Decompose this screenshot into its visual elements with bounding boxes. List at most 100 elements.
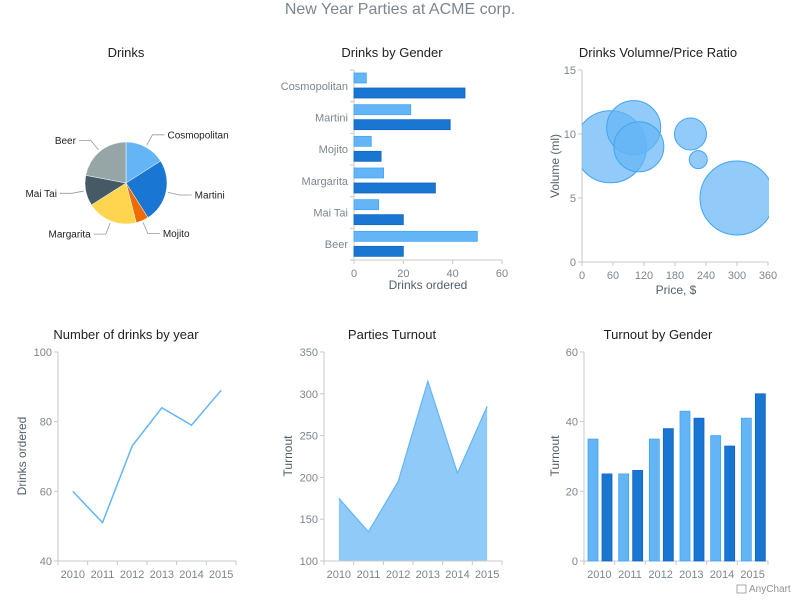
x-category-label: 2015 bbox=[475, 569, 499, 581]
column-bar bbox=[618, 473, 630, 562]
turnout-by-gender-y-axis-title: Turnout bbox=[548, 435, 562, 477]
pie-label-connector bbox=[142, 222, 160, 234]
column-bar bbox=[601, 473, 613, 562]
x-category-label: 2015 bbox=[740, 569, 764, 581]
turnout-by-gender-column-chart: 0 20 40 60 2010 2011 2012 2013 2014 2015 bbox=[566, 347, 769, 581]
pie-slice bbox=[91, 182, 137, 225]
x-category-label: 2011 bbox=[357, 569, 381, 581]
y-tick-label: 250 bbox=[300, 431, 318, 443]
y-tick-label: 100 bbox=[300, 556, 318, 568]
y-category-label: Cosmopolitan bbox=[281, 81, 348, 93]
x-tick-label: 360 bbox=[759, 270, 777, 282]
page-title: New Year Parties at ACME corp. bbox=[285, 1, 515, 18]
parties-turnout-y-axis-title: Turnout bbox=[281, 435, 295, 477]
y-tick-label: 100 bbox=[34, 347, 52, 359]
drinks-by-gender-x-axis-title: Drinks ordered bbox=[389, 278, 468, 292]
y-category-label: Martini bbox=[315, 113, 348, 125]
column-bar bbox=[754, 393, 766, 562]
column-bar bbox=[740, 417, 752, 562]
x-category-label: 2014 bbox=[179, 569, 203, 581]
y-tick-label: 0 bbox=[570, 257, 576, 269]
parties-turnout-area-chart: 100 150 200 250 300 350 2010 2011 2012 2013 2014 20… bbox=[300, 347, 503, 581]
x-tick-label: 300 bbox=[728, 270, 746, 282]
pie-label-connector bbox=[167, 191, 192, 196]
y-tick-label: 40 bbox=[40, 556, 52, 568]
x-category-label: 2014 bbox=[445, 569, 469, 581]
credits-label: AnyChart bbox=[749, 584, 791, 595]
column-bar bbox=[662, 428, 674, 562]
y-tick-label: 0 bbox=[572, 556, 578, 568]
series-area bbox=[338, 381, 488, 561]
column-bar bbox=[710, 435, 722, 562]
bar bbox=[353, 230, 478, 242]
y-tick-label: 350 bbox=[300, 347, 318, 359]
x-tick-label: 0 bbox=[579, 270, 585, 282]
credits[interactable]: AnyChart bbox=[736, 584, 791, 595]
volume-price-chart-title: Drinks Volumne/Price Ratio bbox=[579, 45, 737, 60]
x-category-label: 2013 bbox=[416, 569, 440, 581]
bar bbox=[353, 135, 372, 147]
bubble bbox=[674, 117, 707, 151]
y-tick-label: 60 bbox=[40, 486, 52, 498]
column-bar bbox=[632, 470, 644, 562]
x-tick-label: 240 bbox=[697, 270, 715, 282]
pie-label-connector bbox=[59, 190, 84, 194]
y-category-label: Margarita bbox=[302, 176, 349, 188]
y-tick-label: 40 bbox=[566, 417, 578, 429]
x-category-label: 2010 bbox=[61, 569, 85, 581]
y-category-label: Beer bbox=[325, 239, 349, 251]
x-tick-label: 20 bbox=[397, 268, 409, 280]
pie-slice-label: Cosmopolitan bbox=[167, 130, 228, 141]
bar bbox=[353, 167, 385, 179]
pie-slice-label: Mojito bbox=[163, 229, 190, 240]
x-tick-label: 60 bbox=[607, 270, 619, 282]
x-tick-label: 120 bbox=[635, 270, 653, 282]
bar bbox=[353, 119, 451, 131]
x-category-label: 2010 bbox=[587, 569, 611, 581]
pie-label-connector bbox=[78, 140, 99, 151]
pie-label-connector bbox=[146, 134, 165, 146]
y-tick-label: 60 bbox=[566, 347, 578, 359]
bar bbox=[353, 182, 436, 194]
y-tick-label: 5 bbox=[570, 193, 576, 205]
x-category-label: 2014 bbox=[710, 569, 734, 581]
volume-price-bubble-chart: 0 60 120 180 240 300 360 0 5 10 15 bbox=[564, 65, 777, 282]
drinks-by-year-y-axis-title: Drinks ordered bbox=[15, 417, 29, 496]
series-area-outline bbox=[338, 379, 488, 533]
pie-slice bbox=[85, 141, 127, 184]
y-tick-label: 300 bbox=[300, 389, 318, 401]
volume-price-x-axis-title: Price, $ bbox=[656, 283, 697, 297]
chart-logo-icon bbox=[736, 584, 747, 594]
pie-slice-label: Martini bbox=[195, 190, 225, 201]
y-tick-label: 15 bbox=[564, 65, 576, 77]
y-tick-label: 80 bbox=[40, 417, 52, 429]
x-category-label: 2015 bbox=[209, 569, 233, 581]
bubble bbox=[688, 150, 708, 170]
drinks-by-gender-bar-chart: 0 20 40 60 Cosmopolitan Martini Mojito Margarit… bbox=[281, 69, 508, 280]
x-category-label: 2013 bbox=[150, 569, 174, 581]
x-tick-label: 40 bbox=[447, 268, 459, 280]
bar bbox=[353, 104, 412, 116]
x-category-label: 2012 bbox=[648, 569, 672, 581]
drinks-by-gender-chart-title: Drinks by Gender bbox=[341, 45, 443, 60]
x-tick-label: 180 bbox=[666, 270, 684, 282]
pie-slice-label: Beer bbox=[55, 136, 77, 147]
pie-slice-label: Margarita bbox=[49, 230, 92, 241]
pie-slice-label: Mai Tai bbox=[25, 189, 57, 200]
column-bar bbox=[693, 417, 705, 562]
x-tick-label: 60 bbox=[496, 268, 508, 280]
parties-turnout-chart-title: Parties Turnout bbox=[348, 327, 437, 342]
drinks-by-year-line-chart: 40 60 80 100 2010 2011 2012 2013 2014 2015 bbox=[34, 347, 237, 581]
bubble bbox=[613, 121, 665, 173]
x-category-label: 2011 bbox=[618, 569, 642, 581]
bubble-layer bbox=[582, 100, 769, 236]
y-category-label: Mai Tai bbox=[313, 208, 348, 220]
y-tick-label: 150 bbox=[300, 514, 318, 526]
bar bbox=[353, 150, 382, 162]
bar bbox=[353, 72, 367, 84]
pie-label-connector bbox=[93, 222, 111, 235]
x-category-label: 2011 bbox=[91, 569, 115, 581]
column-bar bbox=[648, 438, 660, 562]
drinks-by-year-chart-title: Number of drinks by year bbox=[53, 327, 199, 342]
y-tick-label: 200 bbox=[300, 472, 318, 484]
